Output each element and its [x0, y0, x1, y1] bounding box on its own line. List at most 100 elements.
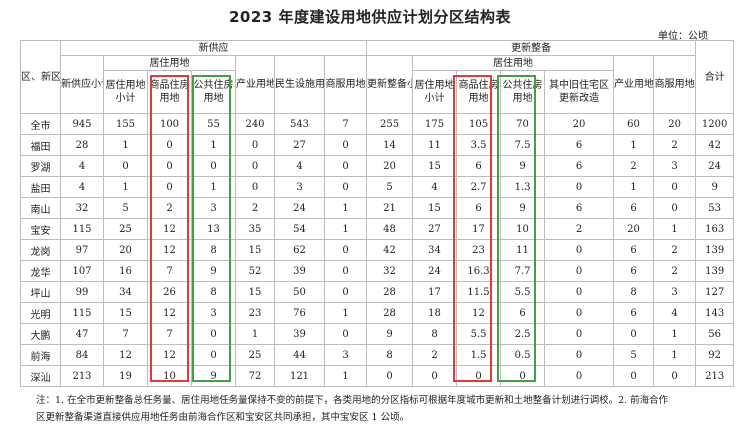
table-cell: 12	[456, 302, 502, 324]
header-rn-housing: 居住用地	[412, 55, 615, 71]
table-cell: 139	[695, 239, 735, 261]
row-district-name: 大鹏	[20, 323, 61, 345]
table-cell: 84	[60, 344, 104, 366]
table-cell: 6	[456, 155, 502, 177]
table-cell: 0	[147, 176, 192, 198]
table-cell: 0	[235, 176, 275, 198]
table-cell: 6	[613, 239, 655, 261]
header-rn-subtotal: 更新整备小计	[366, 55, 414, 114]
row-district-name: 宝安	[20, 218, 61, 240]
table-cell: 0	[147, 134, 192, 156]
table-cell: 2.5	[500, 323, 546, 345]
table-cell: 175	[412, 113, 458, 135]
table-cell: 0	[323, 155, 368, 177]
table-cell: 24	[274, 197, 325, 219]
table-cell: 34	[103, 281, 148, 303]
table-cell: 35	[235, 218, 275, 240]
table-cell: 0	[323, 323, 368, 345]
table-cell: 0	[653, 365, 697, 387]
table-row: 全市 945 155 100 55 240 543 7 255 175 105 70 20 60 20 120…	[20, 113, 735, 135]
table-cell: 7	[323, 113, 368, 135]
table-cell: 8	[366, 344, 414, 366]
table-cell: 10	[147, 365, 192, 387]
table-cell: 39	[274, 260, 325, 282]
table-cell: 1.3	[500, 176, 546, 198]
table-cell: 105	[456, 113, 502, 135]
table-cell: 1200	[695, 113, 735, 135]
table-cell: 1.5	[456, 344, 502, 366]
table-row: 前海 84 12 12 0 25 44 3 8 2 1.5 0.5 0 5 1 92	[20, 344, 735, 366]
table-row: 龙岗 97 20 12 8 15 62 0 42 34 23 11 0 6 2 139	[20, 239, 735, 261]
table-cell: 20	[103, 239, 148, 261]
header-ns-commercial-res: 商品住房用地	[147, 70, 192, 114]
table-cell: 0	[500, 365, 546, 387]
table-cell: 20	[544, 113, 615, 135]
table-cell: 3	[653, 281, 697, 303]
table-cell: 0.5	[500, 344, 546, 366]
table-cell: 99	[60, 281, 104, 303]
table-cell: 8	[191, 281, 236, 303]
row-district-name: 福田	[20, 134, 61, 156]
table-cell: 39	[274, 323, 325, 345]
table-cell: 0	[323, 260, 368, 282]
table-cell: 5	[613, 344, 655, 366]
table-cell: 44	[274, 344, 325, 366]
header-ns-public-res: 公共住房用地	[191, 70, 236, 114]
table-cell: 16	[103, 260, 148, 282]
table-cell: 1	[323, 365, 368, 387]
table-cell: 0	[613, 365, 655, 387]
table-cell: 0	[235, 134, 275, 156]
header-ns-subtotal: 新供应小计	[60, 55, 104, 114]
table-cell: 56	[695, 323, 735, 345]
table-cell: 4	[60, 155, 104, 177]
table-cell: 1	[323, 218, 368, 240]
table-cell: 0	[103, 155, 148, 177]
table-cell: 121	[274, 365, 325, 387]
table-cell: 21	[366, 197, 414, 219]
table-cell: 20	[613, 218, 655, 240]
table-cell: 1	[103, 176, 148, 198]
header-district: 区、新区、合作区	[20, 40, 61, 114]
table-cell: 9	[500, 197, 546, 219]
table-cell: 0	[456, 365, 502, 387]
table-cell: 23	[456, 239, 502, 261]
table-cell: 27	[274, 134, 325, 156]
table-cell: 155	[103, 113, 148, 135]
table-cell: 10	[500, 218, 546, 240]
table-cell: 0	[544, 239, 615, 261]
table-cell: 0	[412, 365, 458, 387]
table-cell: 0	[544, 281, 615, 303]
header-renewal: 更新整备	[366, 40, 697, 56]
table-cell: 13	[191, 218, 236, 240]
table-cell: 2	[412, 344, 458, 366]
header-new-supply: 新供应	[59, 40, 368, 56]
table-cell: 1	[613, 134, 655, 156]
table-cell: 34	[412, 239, 458, 261]
header-rn-commercial-service: 商服用地	[653, 55, 697, 114]
footnote-line-1: 注：1. 在全市更新整备总任务量、居住用地任务量保持不变的前提下，各类用地的分区…	[36, 395, 669, 406]
table-cell: 1	[653, 344, 697, 366]
table-cell: 92	[695, 344, 735, 366]
table-cell: 17	[412, 281, 458, 303]
header-rn-commercial-res: 商品住房用地	[456, 70, 502, 114]
table-cell: 12	[147, 302, 192, 324]
table-cell: 25	[235, 344, 275, 366]
table-cell: 163	[695, 218, 735, 240]
table-cell: 9	[500, 155, 546, 177]
table-row: 深汕 213 19 10 9 72 121 1 0 0 0 0 0 0 0 213	[20, 365, 735, 387]
table-cell: 24	[412, 260, 458, 282]
table-cell: 7.7	[500, 260, 546, 282]
table-cell: 52	[235, 260, 275, 282]
table-cell: 17	[456, 218, 502, 240]
table-cell: 4	[412, 176, 458, 198]
table-cell: 213	[60, 365, 104, 387]
table-cell: 47	[60, 323, 104, 345]
table-cell: 8	[613, 281, 655, 303]
table-cell: 15	[103, 302, 148, 324]
table-cell: 100	[147, 113, 192, 135]
table-cell: 6	[544, 155, 615, 177]
table-cell: 9	[191, 260, 236, 282]
table-cell: 6	[613, 197, 655, 219]
table-cell: 115	[60, 218, 104, 240]
table-cell: 32	[60, 197, 104, 219]
